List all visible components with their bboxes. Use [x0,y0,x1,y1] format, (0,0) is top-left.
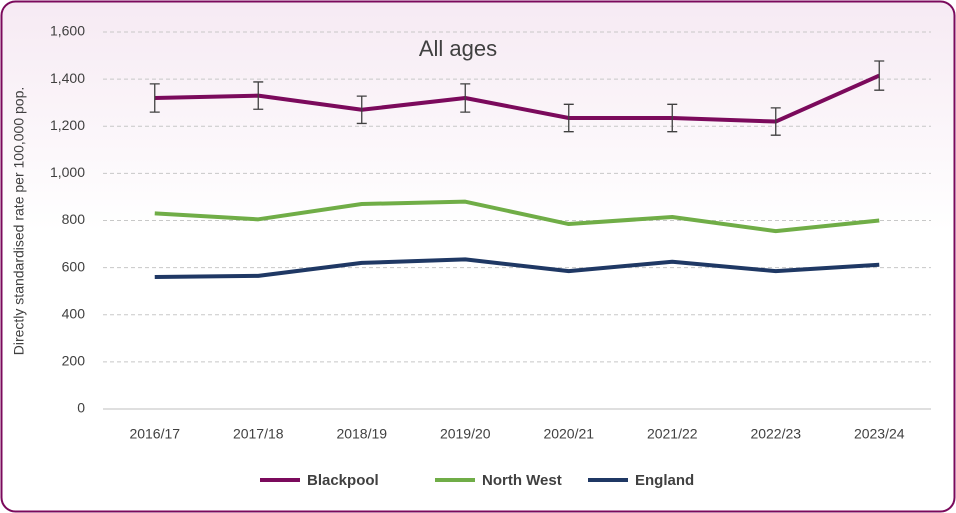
error-bar [253,81,264,110]
x-tick-label: 2018/19 [336,426,387,442]
legend-label: North West [482,472,562,489]
series-line [154,73,881,124]
series-line [154,199,880,234]
error-bar [356,95,367,125]
x-tick-label: 2021/22 [647,426,698,442]
y-tick-label: 1,000 [50,164,85,180]
y-tick-label: 400 [62,305,86,321]
error-bar [667,103,678,133]
chart-title: All ages [419,36,497,61]
x-tick-label: 2019/20 [440,426,491,442]
legend-label: Blackpool [307,472,379,489]
error-bar [563,103,574,133]
error-bar [460,83,471,113]
y-tick-label: 0 [77,400,85,416]
y-axis-label: Directly standardised rate per 100,000 p… [11,87,27,356]
x-tick-label: 2023/24 [854,426,905,442]
y-tick-label: 1,400 [50,70,85,86]
y-tick-label: 1,600 [50,23,85,39]
error-bar [770,107,781,136]
series-line [154,257,880,280]
x-tick-label: 2022/23 [750,426,801,442]
x-tick-label: 2017/18 [233,426,284,442]
y-tick-label: 800 [62,211,86,227]
error-bar [149,83,160,113]
legend-label: England [635,472,694,489]
x-tick-label: 2020/21 [543,426,594,442]
error-bar [874,60,885,91]
y-tick-label: 200 [62,353,86,369]
x-tick-label: 2016/17 [129,426,180,442]
y-tick-label: 600 [62,258,86,274]
y-tick-label: 1,200 [50,117,85,133]
